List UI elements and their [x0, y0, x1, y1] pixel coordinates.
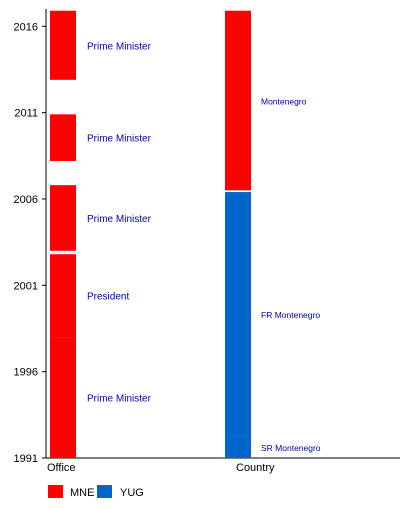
bar-labels: Prime Minister President Prime Minister Pri… [87, 41, 321, 453]
legend: MNE YUG [48, 485, 144, 499]
bar-segment [50, 337, 76, 458]
bar-segment-label: Montenegro [261, 97, 307, 107]
bar-segment [225, 10, 251, 191]
y-tick-label: 2001 [14, 280, 38, 292]
bar-segment [50, 114, 76, 161]
axes [45, 9, 400, 459]
category-labels: Office Country [47, 462, 275, 474]
bar-segment [225, 192, 251, 436]
bar-segment [50, 254, 76, 338]
legend-label: YUG [120, 487, 144, 499]
y-ticks: 1991 1996 2001 2006 2011 2016 [14, 21, 46, 465]
y-tick-label: 2006 [14, 194, 38, 206]
bar-segment-label: Prime Minister [87, 134, 152, 145]
legend-swatch [97, 485, 112, 498]
category-label: Office [47, 462, 76, 474]
bars [50, 10, 251, 458]
bar-segment-label: FR Montenegro [261, 310, 320, 320]
bar-segment-label: SR Montenegro [261, 443, 321, 453]
y-tick-label: 1996 [14, 367, 38, 379]
bar-segment-label: Prime Minister [87, 214, 152, 225]
category-label: Country [236, 462, 275, 474]
y-tick-label: 1991 [14, 453, 38, 465]
legend-label: MNE [70, 487, 94, 499]
bar-segment [50, 185, 76, 251]
bar-segment [50, 10, 76, 80]
legend-swatch [48, 485, 63, 498]
bar-segment-label: Prime Minister [87, 41, 152, 52]
bar-segment-label: Prime Minister [87, 394, 152, 405]
y-tick-label: 2016 [14, 21, 38, 33]
bar-segment-label: President [87, 292, 129, 303]
y-tick-label: 2011 [14, 108, 38, 120]
bar-segment [225, 435, 251, 458]
